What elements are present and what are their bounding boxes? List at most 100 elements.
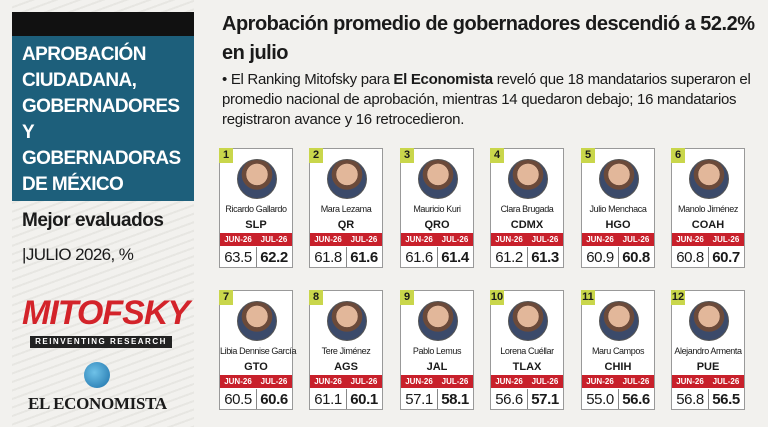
column-label: JUL-26 <box>260 377 288 386</box>
state: AGS <box>334 361 358 373</box>
separator <box>708 389 709 409</box>
column-label: JUN-26 <box>676 377 704 386</box>
body-text-part: • El Ranking Mitofsky para <box>222 71 394 88</box>
value-jul: 61.3 <box>531 249 559 266</box>
governor-name: Lorena Cuéllar <box>500 346 554 356</box>
governor-name: Maru Campos <box>591 346 645 356</box>
governor-card: 12 Alejandro Armenta PUE JUN-26 JUL-26 56.8 56… <box>671 290 745 410</box>
column-bar <box>582 375 654 388</box>
column-bar <box>220 375 292 388</box>
value-jun: 60.8 <box>676 249 704 266</box>
value-jul: 60.6 <box>260 391 288 408</box>
value-jul: 62.2 <box>260 249 288 266</box>
column-label: JUL-26 <box>531 235 559 244</box>
value-jul: 56.5 <box>712 391 740 408</box>
governor-name: Pablo Lemus <box>412 346 462 356</box>
value-jun: 63.5 <box>224 249 252 266</box>
rank: 12 <box>671 290 685 305</box>
rank: 8 <box>309 290 323 305</box>
rank: 11 <box>581 290 595 305</box>
column-label: JUL-26 <box>260 235 288 244</box>
separator <box>437 247 438 267</box>
value-jul: 58.1 <box>441 391 469 408</box>
column-label: JUN-26 <box>495 377 523 386</box>
state: GTO <box>244 361 268 373</box>
body-text-part: reveló que 18 mandatarios superaron el p… <box>222 71 751 128</box>
body-text-bold: El Economista <box>393 71 493 88</box>
column-label: JUN-26 <box>224 377 252 386</box>
column-label: JUN-26 <box>495 235 523 244</box>
sidebar-date: |JULIO 2026, % <box>22 245 134 264</box>
photo <box>689 301 729 341</box>
column-label: JUL-26 <box>441 235 469 244</box>
column-label: JUN-26 <box>405 235 433 244</box>
headline: Aprobación promedio de gobernadores desc… <box>222 13 755 64</box>
value-jul: 61.6 <box>350 249 378 266</box>
rank: 3 <box>400 148 414 163</box>
value-jul: 61.4 <box>441 249 469 266</box>
state: PUE <box>696 361 720 373</box>
value-jun: 61.8 <box>314 249 342 266</box>
governor-name: Mara Lezama <box>320 204 372 214</box>
photo <box>599 159 639 199</box>
value-jul: 60.1 <box>350 391 378 408</box>
column-label: JUN-26 <box>586 235 614 244</box>
governor-card: 8 Tere Jiménez AGS JUN-26 JUL-26 61.1 60.1 <box>309 290 383 410</box>
column-label: JUL-26 <box>350 377 378 386</box>
photo <box>508 159 548 199</box>
governor-card: 10 Lorena Cuéllar TLAX JUN-26 JUL-26 56.6 57.1 <box>490 290 564 410</box>
state: SLP <box>245 219 267 231</box>
governor-name: Tere Jiménez <box>321 346 371 356</box>
rank: 10 <box>490 290 504 305</box>
separator <box>618 389 619 409</box>
column-label: JUN-26 <box>676 235 704 244</box>
value-jun: 60.9 <box>586 249 614 266</box>
governor-name: Manolo Jiménez <box>678 204 738 214</box>
separator <box>346 389 347 409</box>
brand-logo: MITOFSKY <box>22 294 190 332</box>
sidebar-title: APROBACIÓN CIUDADANA, GOBERNADORES Y GOB… <box>22 44 181 195</box>
rank: 4 <box>490 148 504 163</box>
separator <box>708 247 709 267</box>
brand-tagline: REINVENTING RESEARCH <box>30 336 172 348</box>
column-label: JUN-26 <box>314 235 342 244</box>
governor-card: 5 Julio Menchaca HGO JUN-26 JUL-26 60.9 60.8 <box>581 148 655 268</box>
value-jun: 61.2 <box>495 249 523 266</box>
value-jul: 60.7 <box>712 249 740 266</box>
photo <box>237 301 277 341</box>
column-label: JUN-26 <box>405 377 433 386</box>
column-label: JUN-26 <box>224 235 252 244</box>
value-jun: 56.8 <box>676 391 704 408</box>
governor-card: 7 Libia Dennise García GTO JUN-26 JUL-26 60.5… <box>219 290 296 410</box>
column-label: JUL-26 <box>622 235 650 244</box>
value-jun: 61.1 <box>314 391 342 408</box>
governor-card: 6 Manolo Jiménez COAH JUN-26 JUL-26 60.8 60.7 <box>671 148 745 268</box>
governor-name: Ricardo Gallardo <box>225 204 287 214</box>
photo <box>599 301 639 341</box>
column-bar <box>401 233 473 246</box>
value-jun: 61.6 <box>405 249 433 266</box>
column-bar <box>310 375 382 388</box>
governor-card: 9 Pablo Lemus JAL JUN-26 JUL-26 57.1 58.1 <box>400 290 474 410</box>
state: QRO <box>424 219 450 231</box>
separator <box>437 389 438 409</box>
rank: 5 <box>581 148 595 163</box>
separator <box>256 247 257 267</box>
governor-card: 3 Mauricio Kuri QRO JUN-26 JUL-26 61.6 61.4 <box>400 148 474 268</box>
value-jul: 57.1 <box>531 391 559 408</box>
rank: 6 <box>671 148 685 163</box>
value-jul: 60.8 <box>622 249 650 266</box>
governor-card: 1 Ricardo Gallardo SLP JUN-26 JUL-26 63.5 62.2 <box>219 148 293 268</box>
state: CDMX <box>510 219 544 231</box>
rank: 2 <box>309 148 323 163</box>
governor-card: 11 Maru Campos CHIH JUN-26 JUL-26 55.0 56.6 <box>581 290 655 410</box>
column-label: JUL-26 <box>712 235 740 244</box>
column-label: JUL-26 <box>441 377 469 386</box>
photo <box>327 159 367 199</box>
state: QR <box>337 219 355 231</box>
value-jun: 60.5 <box>224 391 252 408</box>
governor-card: 2 Mara Lezama QR JUN-26 JUL-26 61.8 61.6 <box>309 148 383 268</box>
value-jul: 56.6 <box>622 391 650 408</box>
state: HGO <box>605 219 631 231</box>
